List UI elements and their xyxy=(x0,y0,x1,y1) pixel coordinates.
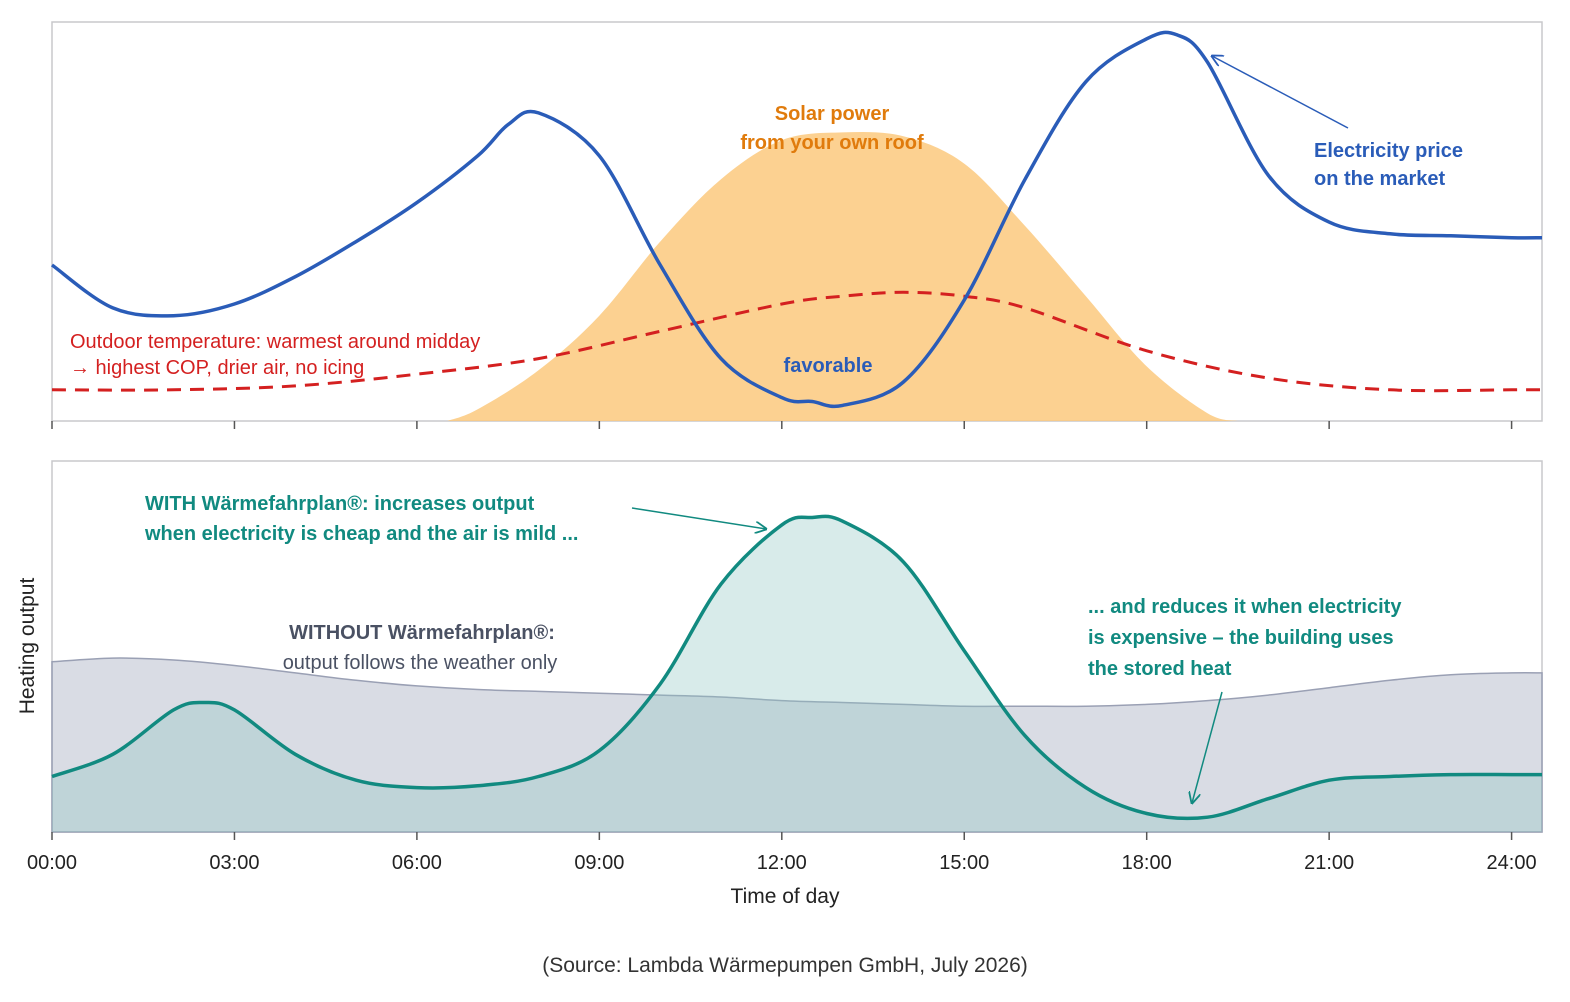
x-tick-label-0: 00:00 xyxy=(27,852,77,874)
with-arrow xyxy=(631,507,766,529)
source-note: (Source: Lambda Wärmepumpen GmbH, July 2… xyxy=(542,954,1028,977)
solar-label-line1: Solar power xyxy=(775,103,890,125)
x-tick-label-4: 12:00 xyxy=(757,852,807,874)
solar-power-area xyxy=(447,131,1238,421)
reduce-arrow xyxy=(1192,691,1223,803)
x-tick-labels: 00:00 03:00 06:00 09:00 12:00 15:00 18:00 21:00… xyxy=(27,852,1537,874)
without-label-line2: output follows the weather only xyxy=(283,652,558,674)
favorable-label: favorable xyxy=(784,355,873,377)
x-tick-label-7: 21:00 xyxy=(1304,852,1354,874)
x-tick-label-2: 06:00 xyxy=(392,852,442,874)
electricity-price-line xyxy=(50,30,1543,409)
bottom-axis-ticks xyxy=(51,832,1513,840)
x-axis-title: Time of day xyxy=(731,885,840,908)
price-label-line1: Electricity price xyxy=(1314,140,1463,162)
top-panel: Solar power from your own roof Electrici… xyxy=(50,21,1543,429)
with-plan-area xyxy=(52,516,1542,832)
x-tick-label-3: 09:00 xyxy=(574,852,624,874)
solar-label-line2: from your own roof xyxy=(740,132,924,154)
outdoor-temperature-line xyxy=(51,290,1542,393)
bottom-panel: WITH Wärmefahrplan®: increases output wh… xyxy=(16,460,1543,908)
x-tick-label-6: 18:00 xyxy=(1122,852,1172,874)
temperature-label-line2: → highest COP, drier air, no icing xyxy=(70,357,364,379)
price-arrow xyxy=(1212,56,1349,129)
top-axis-ticks xyxy=(51,421,1513,429)
price-label-line2: on the market xyxy=(1314,168,1445,190)
reduce-label-line2: is expensive – the building uses xyxy=(1088,627,1394,649)
with-label-line2: when electricity is cheap and the air is… xyxy=(144,523,578,545)
temperature-label-line1: Outdoor temperature: warmest around midd… xyxy=(70,331,480,353)
reduce-label-line1: ... and reduces it when electricity xyxy=(1088,596,1402,618)
without-label-line1: WITHOUT Wärmefahrplan®: xyxy=(289,622,555,644)
with-label-line1: WITH Wärmefahrplan®: increases output xyxy=(145,493,535,515)
y-axis-title: Heating output xyxy=(16,578,39,715)
x-tick-label-1: 03:00 xyxy=(209,852,259,874)
with-plan-line xyxy=(51,514,1542,821)
x-tick-label-8: 24:00 xyxy=(1487,852,1537,874)
x-tick-label-5: 15:00 xyxy=(939,852,989,874)
reduce-label-line3: the stored heat xyxy=(1088,658,1232,680)
